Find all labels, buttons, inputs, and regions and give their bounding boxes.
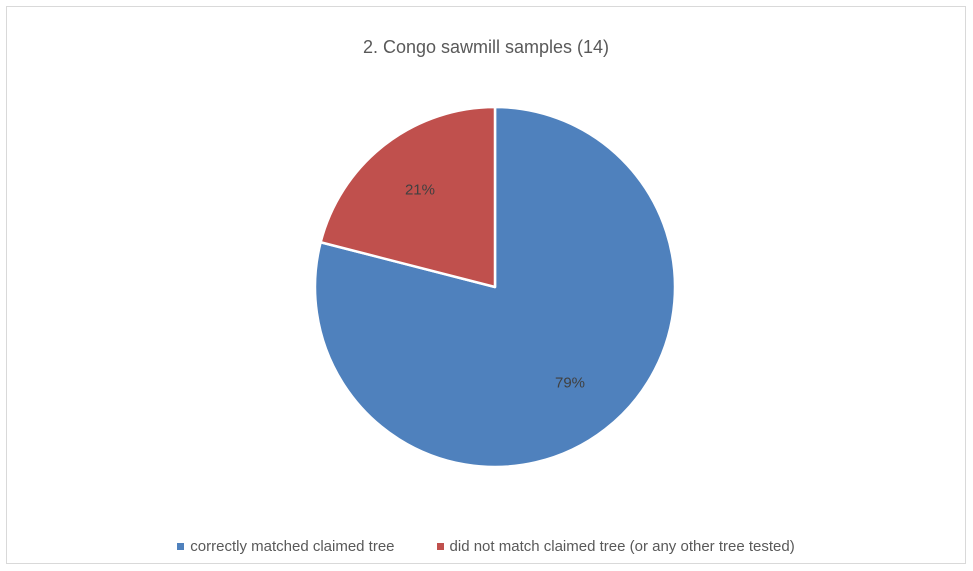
legend: correctly matched claimed tree did not m… — [7, 538, 965, 555]
legend-swatch-not-matched — [436, 543, 444, 550]
pie-slice-1 — [319, 105, 497, 289]
pie-slice-0 — [313, 105, 677, 469]
legend-label-matched: correctly matched claimed tree — [190, 538, 395, 555]
pie-chart: 79% 21% — [313, 105, 677, 469]
chart-frame: 2. Congo sawmill samples (14) 79% 21% cor… — [6, 6, 966, 564]
legend-item-matched: correctly matched claimed tree — [177, 538, 395, 555]
pie-data-label-0: 79% — [555, 375, 585, 392]
chart-title: 2. Congo sawmill samples (14) — [362, 37, 610, 57]
legend-swatch-matched — [177, 543, 185, 550]
legend-label-not-matched: did not match claimed tree (or any other… — [449, 538, 795, 555]
legend-item-not-matched: did not match claimed tree (or any other… — [436, 538, 795, 555]
pie-data-label-1: 21% — [405, 181, 435, 198]
